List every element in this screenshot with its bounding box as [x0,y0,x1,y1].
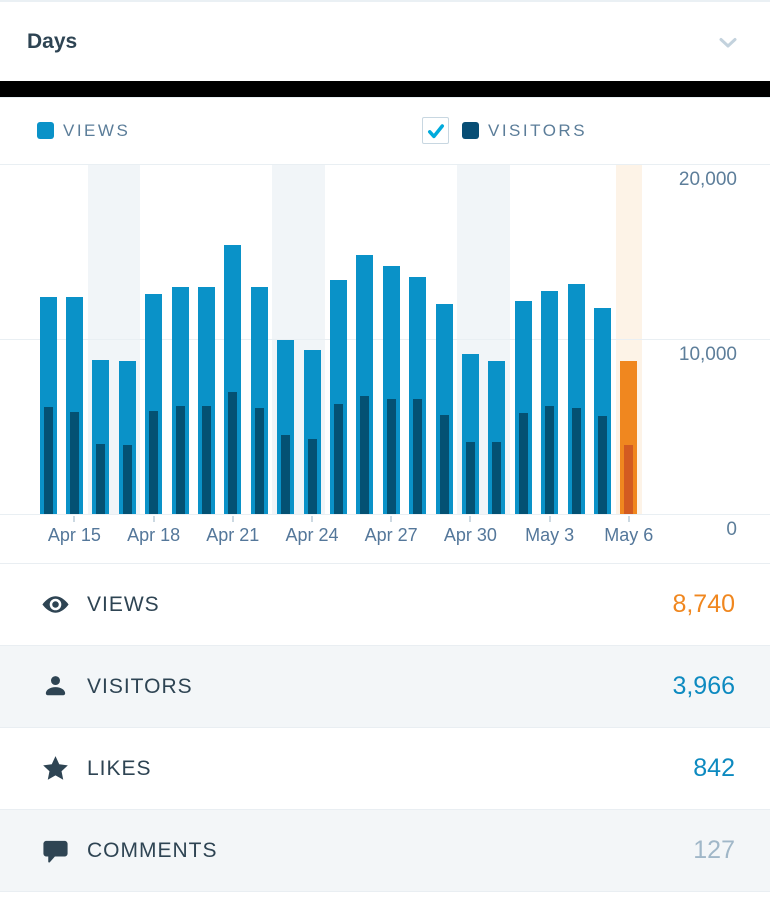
separator-bar [0,81,770,97]
bar-chart: 20,000 10,000 0 Apr 15 Apr 18 Apr 21 Apr 24 Apr… [0,163,770,563]
x-axis-tick [627,516,630,522]
summary-label-visitors: VISITORS [87,674,193,698]
visitors-bar[interactable] [413,399,423,514]
summary-row-likes[interactable]: LIKES 842 [0,728,770,810]
gridline [0,163,770,165]
visitors-bar[interactable] [175,406,185,514]
visitors-swatch-icon [462,122,479,139]
visitors-bar[interactable] [571,408,581,514]
summary-row-views[interactable]: VIEWS 8,740 [0,564,770,646]
visitors-bar[interactable] [492,442,502,514]
visitors-bar[interactable] [69,411,79,514]
star-icon [40,754,70,784]
visitors-bar[interactable] [96,444,106,514]
x-axis-tick [73,516,76,522]
summary-label-views: VIEWS [87,592,160,616]
visitors-bar[interactable] [465,442,475,514]
visitors-bar[interactable] [281,435,291,514]
period-header[interactable]: Days [0,0,770,81]
visitors-bar[interactable] [228,391,238,514]
x-axis-label: May 3 [525,525,575,545]
summary-label-likes: LIKES [87,756,152,780]
person-icon [40,672,70,702]
x-axis-tick [311,516,313,522]
visitors-bar[interactable] [386,398,396,514]
y-axis-label: 10,000 [678,344,737,365]
visitors-bar[interactable] [439,415,449,514]
summary-value-visitors: 3,966 [672,672,735,700]
x-axis-tick [548,516,551,522]
visitors-bar[interactable] [149,410,159,514]
y-axis-label: 20,000 [678,169,737,190]
x-axis-tick [152,516,155,522]
summary-value-views: 8,740 [672,590,735,618]
legend-item-views: VIEWS [37,121,130,141]
x-axis-label: Apr 18 [127,525,181,545]
legend-item-visitors[interactable]: VISITORS [422,117,587,144]
chevron-down-icon[interactable] [716,30,740,54]
visitors-bar[interactable] [545,406,555,514]
visitors-bar[interactable] [122,444,132,514]
period-title: Days [27,29,78,53]
chart-legend: VIEWS VISITORS [0,97,770,163]
eye-icon [40,590,70,620]
visitors-bar[interactable] [43,407,53,514]
visitors-bar[interactable] [307,439,317,514]
legend-visitors-label: VISITORS [488,120,588,140]
visitors-bar[interactable] [597,416,607,514]
summary-row-comments[interactable]: COMMENTS 127 [0,810,770,892]
visitors-checkbox[interactable] [422,117,449,144]
summary-label-comments: COMMENTS [87,838,218,862]
summary-value-likes: 842 [693,754,735,782]
checkmark-icon [427,123,444,138]
x-axis-tick [469,516,472,522]
comment-icon [40,836,70,866]
x-axis-label: May 6 [604,525,654,545]
gridline [0,514,770,515]
visitors-bar[interactable] [254,408,264,514]
visitors-bar[interactable] [333,403,343,514]
summary-value-comments: 127 [693,836,735,864]
x-axis-tick [231,516,234,522]
footer-strip [0,892,770,898]
x-axis-tick [390,516,393,522]
visitors-bar[interactable] [518,412,528,514]
summary-list: VIEWS 8,740 VISITORS 3,966 LIKES 842 COM… [0,563,770,892]
visitors-bar[interactable] [624,444,634,514]
legend-views-label: VIEWS [63,120,131,140]
x-axis-label: Apr 30 [443,525,497,545]
x-axis-label: Apr 24 [285,525,339,545]
y-axis-label: 0 [726,519,737,540]
visitors-bar[interactable] [360,395,370,514]
visitors-bar[interactable] [201,405,211,514]
x-axis-label: Apr 27 [364,525,418,545]
x-axis-label: Apr 21 [206,525,260,545]
x-axis-label: Apr 15 [47,525,101,545]
views-swatch-icon [37,122,54,139]
summary-row-visitors[interactable]: VISITORS 3,966 [0,646,770,728]
